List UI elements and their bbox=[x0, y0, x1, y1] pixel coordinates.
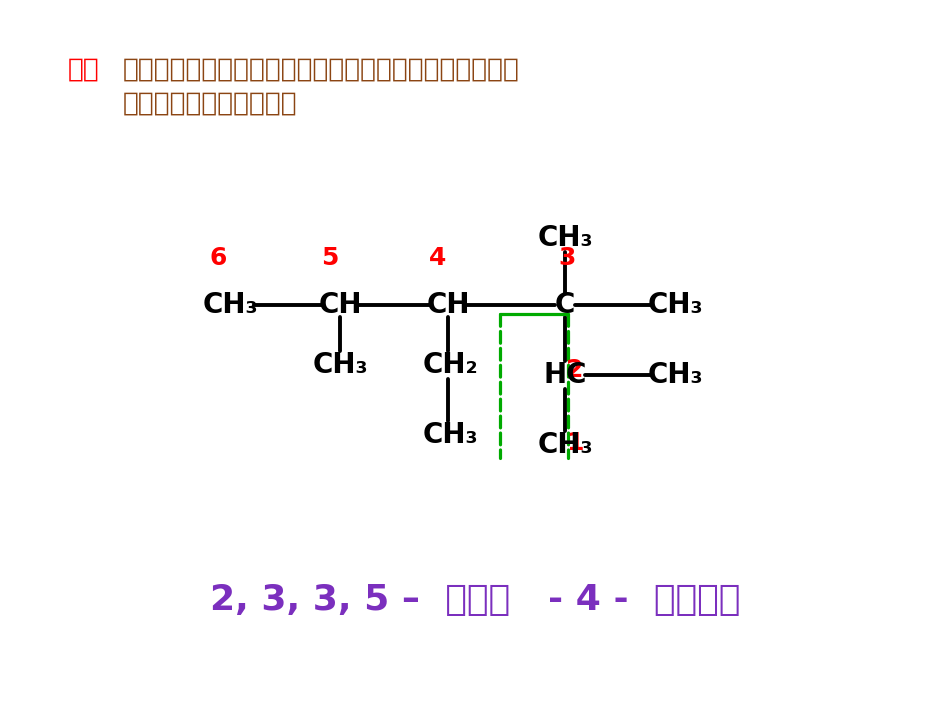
Text: 6: 6 bbox=[209, 246, 227, 270]
Text: CH₃: CH₃ bbox=[537, 224, 593, 252]
Text: CH₃: CH₃ bbox=[202, 291, 257, 319]
Text: 选主链时，如果存在两个或两个以上等长的最长碳链时，: 选主链时，如果存在两个或两个以上等长的最长碳链时， bbox=[123, 57, 520, 83]
Text: C: C bbox=[555, 291, 575, 319]
Text: 2, 3, 3, 5 –  四甲基   - 4 -  乙基己烷: 2, 3, 3, 5 – 四甲基 - 4 - 乙基己烷 bbox=[210, 583, 740, 617]
Text: HC: HC bbox=[543, 361, 587, 389]
Text: 5: 5 bbox=[321, 246, 339, 270]
Text: CH₃: CH₃ bbox=[422, 421, 478, 449]
Text: CH₃: CH₃ bbox=[647, 291, 703, 319]
Text: CH₃: CH₃ bbox=[647, 361, 703, 389]
Text: 注：: 注： bbox=[68, 57, 100, 83]
Text: CH₃: CH₃ bbox=[313, 351, 368, 379]
Text: 1: 1 bbox=[566, 431, 583, 455]
Text: CH₃: CH₃ bbox=[537, 431, 593, 459]
Text: 2: 2 bbox=[566, 358, 583, 382]
Text: 以取代基最多的为主链。: 以取代基最多的为主链。 bbox=[123, 91, 297, 117]
Text: CH: CH bbox=[427, 291, 469, 319]
Text: 4: 4 bbox=[429, 246, 446, 270]
Text: 3: 3 bbox=[559, 246, 576, 270]
Text: CH: CH bbox=[318, 291, 362, 319]
Text: CH₂: CH₂ bbox=[422, 351, 478, 379]
